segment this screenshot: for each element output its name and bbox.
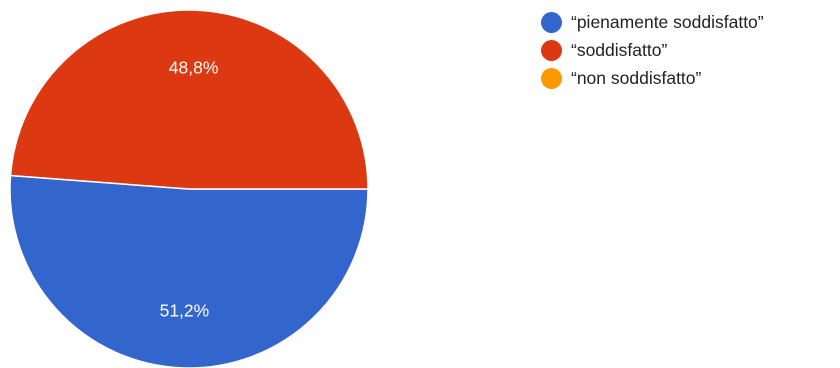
legend-swatch [541, 11, 562, 33]
legend-swatch [541, 67, 562, 89]
legend-item[interactable]: “soddisfatto” [541, 36, 764, 64]
pie-slice[interactable] [9, 9, 369, 190]
slice-label: 48,8% [169, 57, 219, 77]
legend-item[interactable]: “non soddisfatto” [541, 64, 764, 92]
legend-item[interactable]: “pienamente soddisfatto” [541, 8, 764, 36]
pie-slice[interactable] [9, 174, 369, 368]
legend-label: “pienamente soddisfatto” [571, 11, 764, 32]
slice-label: 51,2% [160, 301, 210, 321]
legend-swatch [541, 39, 562, 61]
legend-label: “non soddisfatto” [571, 67, 702, 88]
pie-chart: 51,2% 48,8% [9, 9, 369, 368]
legend: “pienamente soddisfatto” “soddisfatto” “… [541, 8, 764, 92]
legend-label: “soddisfatto” [571, 39, 668, 60]
